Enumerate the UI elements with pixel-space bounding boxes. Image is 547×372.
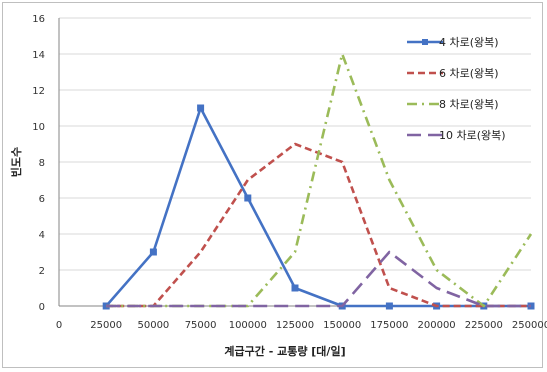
legend-marker (422, 39, 428, 45)
y-axis-title: 빈도수 (9, 147, 23, 177)
axis-layer: 0 2 4 6 8 10 12 14 16 0 25000 50000 75000 100000 12500… (32, 14, 547, 331)
x-tick-label: 150000 (323, 320, 361, 331)
x-tick-label: 0 (56, 320, 62, 331)
x-tick-label: 225000 (465, 320, 503, 331)
y-tick-label: 0 (39, 302, 45, 313)
series-marker (197, 104, 205, 112)
x-axis-title: 계급구간 - 교통량 [대/일] (224, 344, 345, 358)
series-marker (385, 302, 393, 310)
legend-label: 4 차로(왕복) (439, 36, 499, 49)
x-tick-label: 250000 (512, 320, 547, 331)
series-marker (244, 194, 252, 202)
y-tick-label: 6 (39, 194, 45, 205)
series-marker (149, 248, 157, 256)
series-line-3 (106, 52, 533, 308)
legend-label: 8 차로(왕복) (439, 98, 499, 111)
y-tick-label: 14 (32, 50, 45, 61)
x-tick-label: 100000 (229, 320, 267, 331)
legend-label: 10 차로(왕복) (439, 129, 506, 142)
y-tick-label: 16 (32, 14, 45, 25)
y-tick-label: 10 (32, 122, 45, 133)
series-line-2 (106, 142, 531, 308)
y-tick-label: 4 (39, 230, 45, 241)
x-tick-label: 175000 (370, 320, 408, 331)
x-tick-label: 75000 (185, 320, 217, 331)
x-tick-label: 125000 (276, 320, 314, 331)
series-marker (291, 284, 299, 292)
legend-label: 6 차로(왕복) (439, 67, 499, 80)
x-tick-label: 25000 (90, 320, 122, 331)
y-tick-label: 12 (32, 86, 45, 97)
series-layer (102, 52, 535, 310)
x-tick-label: 200000 (418, 320, 456, 331)
legend: 4 차로(왕복) 6 차로(왕복) 8 차로(왕복) 10 차로(왕복) (407, 36, 506, 142)
y-tick-label: 2 (39, 266, 45, 277)
y-tick-label: 8 (39, 158, 45, 169)
x-tick-label: 50000 (137, 320, 169, 331)
series-line-4 (106, 250, 531, 308)
